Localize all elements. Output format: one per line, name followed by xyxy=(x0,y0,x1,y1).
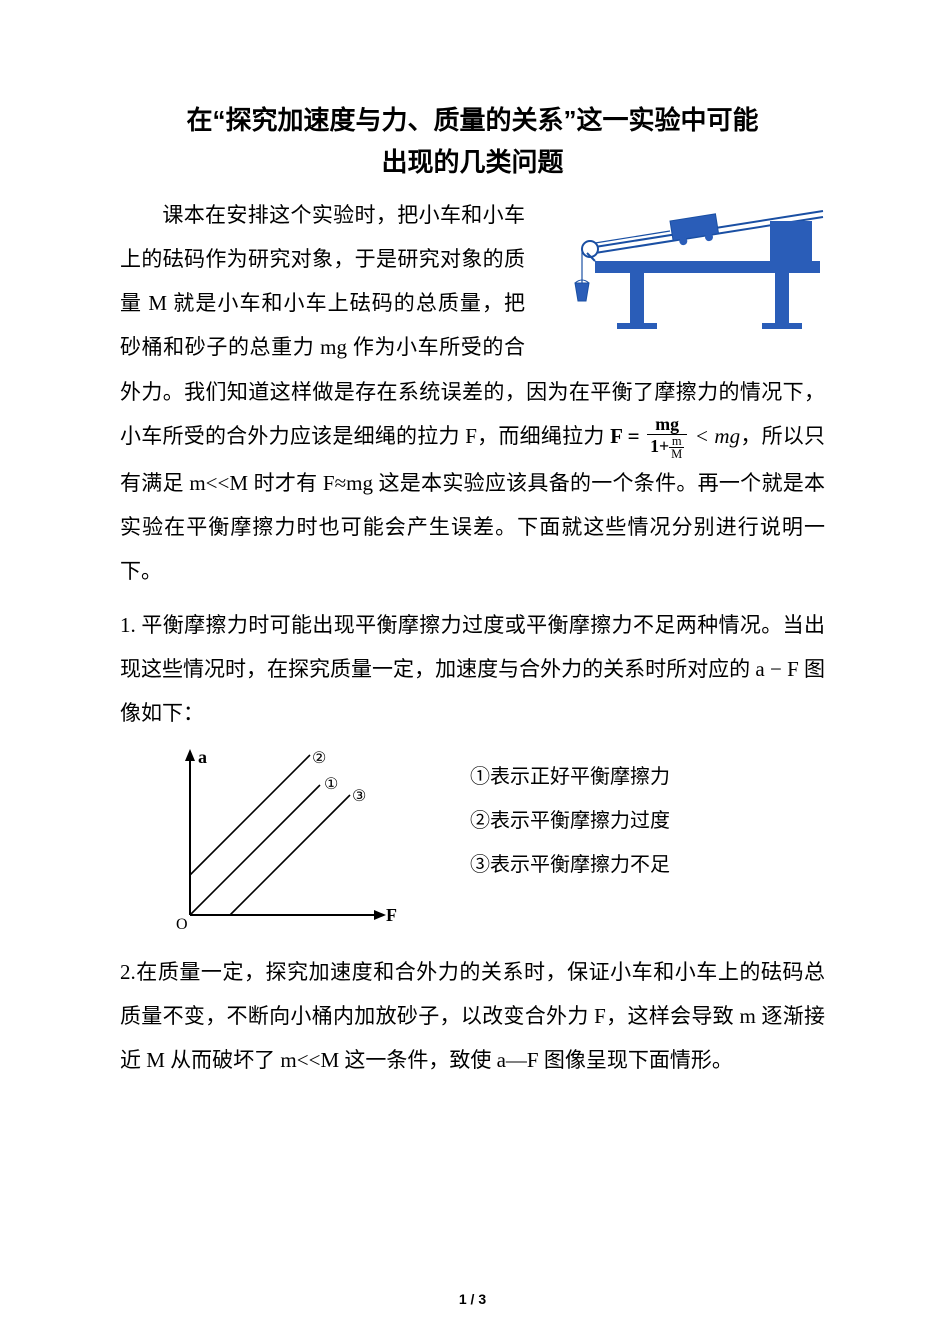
chart-legend: ①表示正好平衡摩擦力 ②表示平衡摩擦力过度 ③表示平衡摩擦力不足 xyxy=(470,745,670,887)
document-title: 在“探究加速度与力、质量的关系”这一实验中可能 出现的几类问题 xyxy=(120,100,825,183)
origin-label: O xyxy=(176,916,188,933)
apparatus-figure xyxy=(535,183,825,348)
page-number: 1 / 3 xyxy=(0,1291,945,1307)
a-f-chart: ① ② ③ a F O xyxy=(150,745,410,940)
x-axis-arrow xyxy=(374,910,386,920)
chart-line-3 xyxy=(230,795,350,915)
table-foot-right xyxy=(762,323,802,329)
cart xyxy=(670,214,720,247)
track-support-block xyxy=(770,221,812,261)
legend-line-3: ③表示平衡摩擦力不足 xyxy=(470,843,670,887)
paragraph-2: 1. 平衡摩擦力时可能出现平衡摩擦力过度或平衡摩擦力不足两种情况。当出现这些情况… xyxy=(120,603,825,735)
y-axis-label: a xyxy=(198,747,207,767)
page: 在“探究加速度与力、质量的关系”这一实验中可能 出现的几类问题 xyxy=(0,0,945,1337)
title-line-1: 在“探究加速度与力、质量的关系”这一实验中可能 xyxy=(120,100,825,142)
table-leg-right xyxy=(775,273,789,328)
chart-line-1 xyxy=(190,785,320,915)
legend-line-2: ②表示平衡摩擦力过度 xyxy=(470,799,670,843)
a-f-chart-row: ① ② ③ a F O ①表示正好平衡摩擦力 ②表示平衡摩擦力过度 ③表示平衡摩… xyxy=(150,745,825,940)
x-axis-label: F xyxy=(386,905,397,925)
table-top xyxy=(595,261,820,273)
title-line-2: 出现的几类问题 xyxy=(120,142,825,184)
chart-label-1: ① xyxy=(324,776,338,793)
y-axis-arrow xyxy=(185,749,195,761)
chart-line-2 xyxy=(190,755,310,875)
chart-label-3: ③ xyxy=(352,788,366,805)
apparatus-svg xyxy=(535,183,825,343)
tension-formula: F = mg 1+mM < mg xyxy=(610,424,740,448)
legend-line-1: ①表示正好平衡摩擦力 xyxy=(470,755,670,799)
bucket-icon xyxy=(575,283,589,301)
paragraph-3: 2.在质量一定，探究加速度和合外力的关系时，保证小车和小车上的砝码总质量不变，不… xyxy=(120,950,825,1082)
table-foot-left xyxy=(617,323,657,329)
chart-label-2: ② xyxy=(312,750,326,767)
table-leg-left xyxy=(630,273,644,328)
